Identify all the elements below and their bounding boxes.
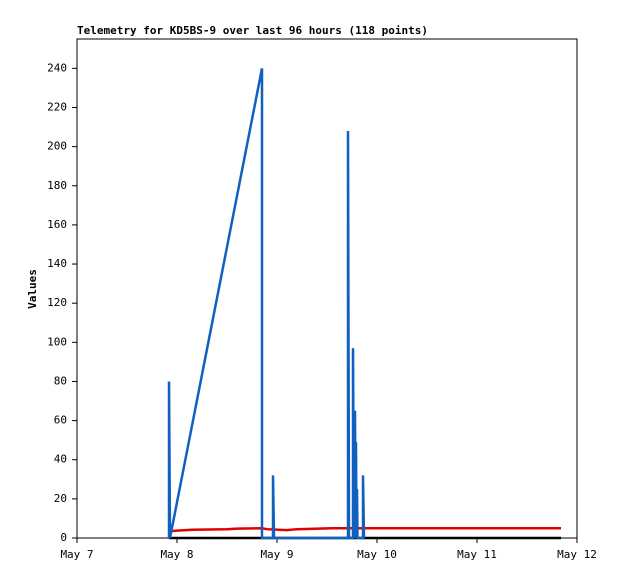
y-tick-label: 80 [54,374,67,387]
y-tick-label: 220 [47,100,67,113]
x-tick-label: May 10 [357,548,397,561]
y-axis-label: Values [26,269,39,309]
y-tick-label: 60 [54,414,67,427]
series-line [168,526,561,533]
chart-title: Telemetry for KD5BS-9 over last 96 hours… [77,24,428,37]
y-tick-label: 120 [47,296,67,309]
x-tick-label: May 9 [260,548,293,561]
series-line [167,68,366,540]
y-tick-label: 180 [47,179,67,192]
y-tick-label: 240 [47,61,67,74]
y-tick-label: 140 [47,257,67,270]
y-tick-label: 20 [54,492,67,505]
x-tick-label: May 8 [160,548,193,561]
y-tick-label: 40 [54,453,67,466]
y-tick-label: 160 [47,218,67,231]
y-tick-label: 100 [47,335,67,348]
y-tick-label: 0 [60,531,67,544]
x-tick-label: May 12 [557,548,597,561]
x-tick-label: May 7 [60,548,93,561]
y-tick-label: 200 [47,140,67,153]
x-tick-label: May 11 [457,548,497,561]
